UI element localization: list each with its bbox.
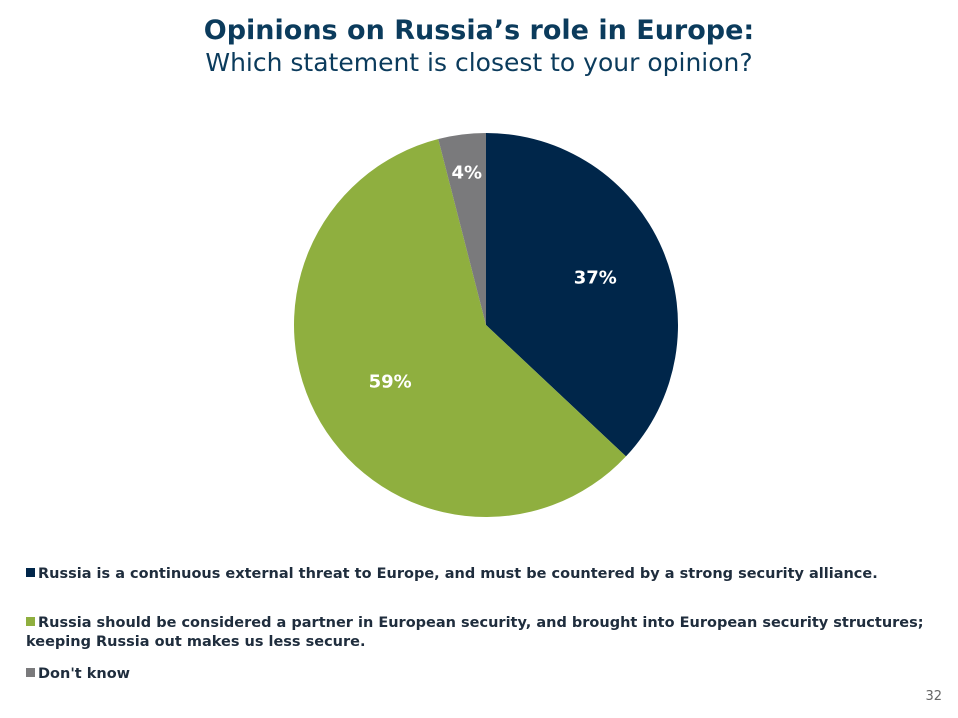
chart-title-block: Opinions on Russia’s role in Europe: Whi… [0,14,958,78]
pie-slice-partner [294,139,626,517]
legend-swatch-partner [26,617,35,626]
page-number: 32 [925,689,942,704]
legend-label-partner: Russia should be considered a partner in… [26,615,924,650]
legend-label-threat: Russia is a continuous external threat t… [38,566,878,582]
chart-subtitle: Which statement is closest to your opini… [205,48,753,77]
pie-label-partner: 59% [369,372,412,393]
pie-label-threat: 37% [574,268,617,289]
legend-item-dont-know: Don't know [26,665,926,684]
legend-item-partner: Russia should be considered a partner in… [26,614,926,652]
chart-title: Opinions on Russia’s role in Europe: [203,15,755,46]
legend-label-dont-know: Don't know [38,666,131,682]
pie-slice-dont-know [438,133,486,325]
legend-swatch-threat [26,568,35,577]
pie-label-dont-know: 4% [451,163,482,184]
legend-item-threat: Russia is a continuous external threat t… [26,565,926,584]
pie-slice-threat [486,133,678,457]
legend-swatch-dont-know [26,668,35,677]
